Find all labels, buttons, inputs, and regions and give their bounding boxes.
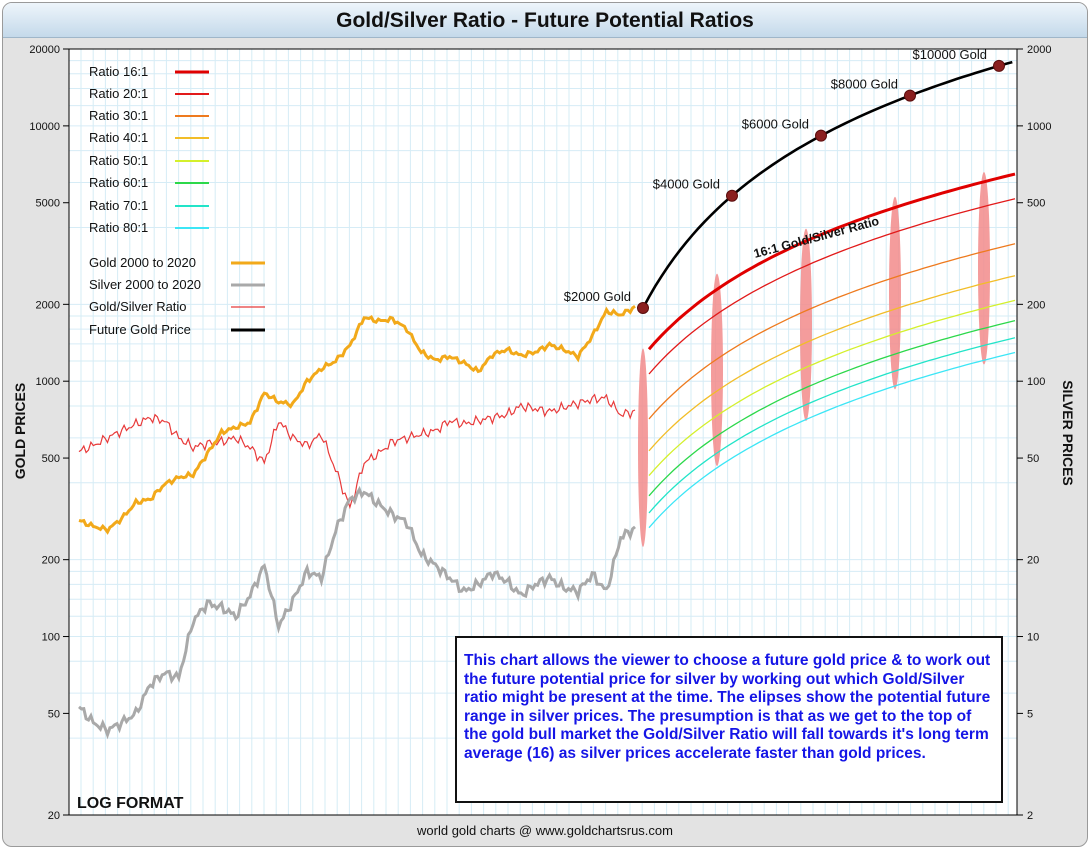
ratio-line-60 [648,319,1016,497]
left-axis-title: GOLD PRICES [12,382,28,480]
left-tick-label: 2000 [36,299,60,311]
future-gold-marker [726,189,738,202]
right-tick-label: 100 [1027,376,1045,388]
ratio-line-50 [648,299,1016,477]
silver-history-line [78,485,636,740]
ratio-line-30 [648,243,1016,420]
right-tick-label: 5 [1027,708,1033,720]
right-tick-label: 10 [1027,632,1039,644]
silver-range-ellipse [711,273,723,467]
legend: Ratio 16:1 Ratio 20:1 Ratio 30:1 Ratio 40:1… [89,64,265,337]
legend-label: Ratio 20:1 [89,86,148,101]
left-tick-label: 1000 [36,376,60,388]
right-tick-label: 200 [1027,299,1045,311]
silver-range-ellipse [638,348,648,547]
future-gold-marker [815,129,827,142]
gold-silver-ratio-history-line [78,393,636,510]
ratio-line-70 [648,337,1016,514]
chart-title: Gold/Silver Ratio - Future Potential Rat… [3,3,1087,38]
ratio-line-16 [647,172,1016,351]
right-axis-title: SILVER PRICES [1060,380,1076,486]
future-gold-label: $4000 Gold [653,177,720,192]
plot-border [68,48,1018,816]
right-tick-label: 2 [1027,810,1033,822]
right-tick-label: 50 [1027,453,1039,465]
future-gold-marker [904,89,916,102]
gold-history-line [78,305,636,535]
left-tick-label: 20 [48,810,60,822]
right-tick-label: 1000 [1027,121,1051,133]
left-tick-label: 200 [42,555,60,567]
legend-label: Ratio 30:1 [89,108,148,123]
legend-label: Ratio 50:1 [89,153,148,168]
silver-range-ellipse [978,171,990,365]
future-ratio-lines [647,172,1016,529]
legend-label: Gold 2000 to 2020 [89,255,196,270]
left-axis: 20000 10000 5000 2000 1000 500 200 100 50 20 [29,44,69,822]
ratio-line-80 [648,351,1016,529]
legend-label: Ratio 40:1 [89,130,148,145]
history-series [78,305,636,740]
silver-range-ellipse [889,196,901,390]
future-gold-label: $6000 Gold [742,117,809,132]
legend-label: Ratio 16:1 [89,64,148,79]
legend-label: Ratio 60:1 [89,175,148,190]
left-tick-label: 20000 [29,44,60,56]
legend-label: Future Gold Price [89,322,191,337]
silver-range-ellipse [800,228,812,422]
footer-credit: world gold charts @ www.goldchartsrus.co… [417,823,673,838]
grid [69,49,1017,815]
legend-label: Ratio 70:1 [89,198,148,213]
log-format-label: LOG FORMAT [77,795,184,812]
left-tick-label: 500 [42,453,60,465]
left-tick-label: 10000 [29,121,60,133]
future-gold-marker [637,302,649,314]
left-tick-label: 100 [42,632,60,644]
future-gold-label: $8000 Gold [831,77,898,92]
right-tick-label: 2000 [1027,44,1051,56]
right-tick-label: 500 [1027,198,1045,210]
legend-label: Gold/Silver Ratio [89,299,187,314]
future-gold-marker [993,59,1005,72]
ratio-line-20 [648,198,1016,375]
left-tick-label: 5000 [36,198,60,210]
ratio-line-40 [648,275,1016,452]
right-axis: 2000 1000 500 200 100 50 20 10 5 2 [1017,44,1051,822]
left-tick-label: 50 [48,708,60,720]
future-gold-label: $10000 Gold [913,47,987,62]
future-gold-line [641,60,1013,309]
explanation-note: This chart allows the viewer to choose a… [455,636,1003,803]
future-gold-label: $2000 Gold [564,289,631,304]
right-tick-label: 20 [1027,555,1039,567]
legend-label: Ratio 80:1 [89,220,148,235]
legend-label: Silver 2000 to 2020 [89,277,201,292]
